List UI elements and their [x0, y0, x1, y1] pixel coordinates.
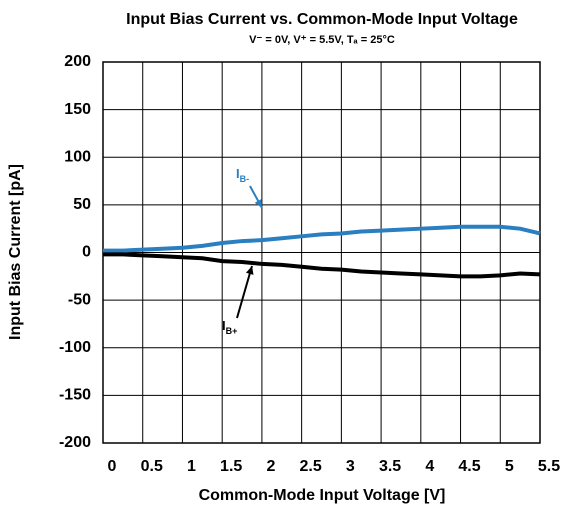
annotation-arrow [236, 265, 253, 319]
series-line [103, 252, 541, 279]
y-tick-label: 200 [64, 53, 91, 70]
x-tick-label: 0.5 [141, 458, 163, 475]
y-tick-label: 150 [64, 101, 91, 118]
y-tick-label: -150 [59, 387, 91, 404]
y-tick-label: -200 [59, 434, 91, 451]
y-tick-label: 100 [64, 148, 91, 165]
x-tick-label: 5 [505, 458, 514, 475]
chart-title: Input Bias Current vs. Common-Mode Input… [126, 11, 518, 28]
chart-subtitle: V⁻ = 0V, V⁺ = 5.5V, Tₐ = 25°C [249, 34, 395, 46]
annotation: IB+ [222, 318, 237, 336]
x-tick-label: 1 [187, 458, 196, 475]
x-tick-label: 5.5 [538, 458, 560, 475]
x-tick-label: 3.5 [379, 458, 401, 475]
series-line [103, 224, 541, 253]
x-tick-label: 4.5 [458, 458, 480, 475]
x-tick-label: 2.5 [300, 458, 322, 475]
annotation-sub: B+ [226, 326, 238, 336]
y-tick-label: 50 [73, 196, 91, 213]
annotation: IB- [236, 166, 249, 184]
y-tick-label: 0 [82, 244, 91, 261]
x-tick-label: 0 [108, 458, 117, 475]
x-axis-label: Common-Mode Input Voltage [V] [199, 487, 446, 504]
arrow-head [254, 199, 262, 208]
annotation-sub: B- [240, 174, 250, 184]
y-tick-label: -50 [68, 291, 91, 308]
x-tick-label: 3 [346, 458, 355, 475]
y-axis-label: Input Bias Current [pA] [7, 164, 24, 340]
x-tick-label: 1.5 [220, 458, 242, 475]
x-tick-label: 2 [266, 458, 275, 475]
annotation-text: I [236, 166, 240, 181]
x-tick-label: 4 [425, 458, 434, 475]
arrow-head [245, 266, 254, 275]
annotation-text: I [222, 318, 226, 333]
y-tick-label: -100 [59, 339, 91, 356]
